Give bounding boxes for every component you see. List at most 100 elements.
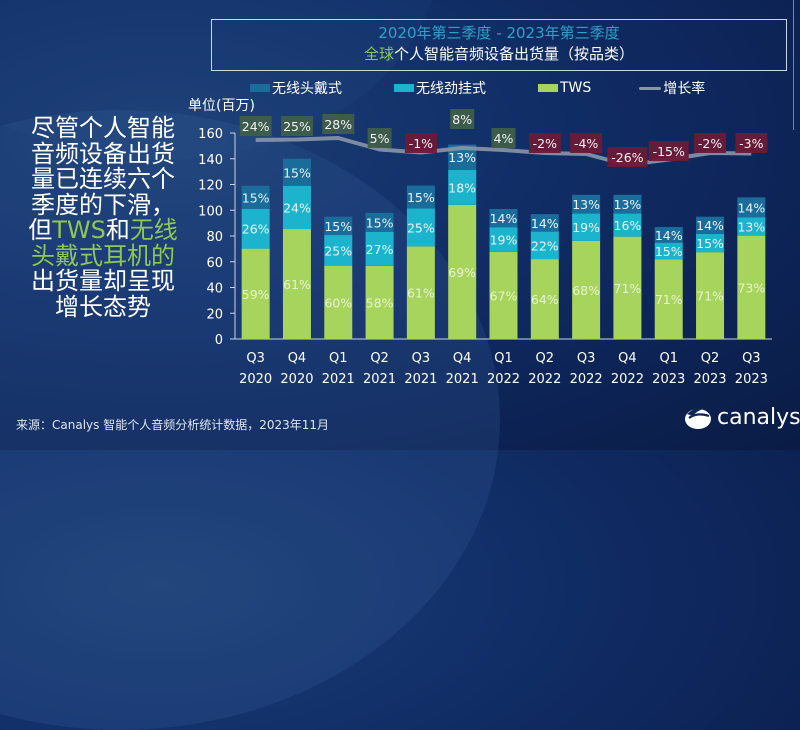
y-tick-label: 20 [206, 307, 223, 322]
legend-item-headphones: 无线头戴式 [250, 78, 342, 98]
y-tick-label: 40 [206, 282, 223, 297]
bar-share-label: 15% [242, 190, 270, 205]
bar-segment-neckband [241, 208, 270, 249]
bar-share-label: 61% [283, 277, 311, 292]
bar-share-label: 13% [737, 219, 765, 234]
bar-share-label: 15% [366, 215, 394, 230]
bar-share-label: 19% [490, 233, 518, 248]
bar-share-label: 69% [448, 265, 476, 280]
callout-line: 音频设备出货 [31, 139, 175, 168]
bar-share-label: 25% [324, 243, 352, 258]
bar-segment-tws [406, 246, 435, 339]
growth-rate-label: 5% [370, 131, 390, 146]
legend-label: 增长率 [663, 81, 706, 97]
growth-rate-badge [280, 116, 313, 136]
bar-segment-headphones [324, 216, 353, 236]
bar-share-label: 60% [324, 295, 352, 310]
growth-rate-badge [528, 133, 561, 153]
y-tick-label: 160 [198, 127, 223, 142]
bar-share-label: 15% [655, 244, 683, 259]
growth-rate-label: 8% [452, 112, 472, 127]
growth-rate-label: 24% [242, 119, 270, 134]
bar-segment-neckband [406, 208, 435, 247]
growth-rate-badge [239, 116, 272, 136]
callout-line-highlight: 头戴式耳机的 [31, 241, 175, 270]
bar-share-label: 58% [366, 295, 394, 310]
bar-segment-headphones [365, 212, 394, 232]
x-tick-label-quarter: Q1 [329, 351, 348, 366]
bar-share-label: 13% [572, 197, 600, 212]
canalys-logo: canalys [683, 404, 800, 430]
bar-segment-neckband [737, 217, 766, 236]
chart-legend: 无线头戴式 无线劲挂式 TWS 增长率 [250, 78, 757, 98]
bar-share-label: 59% [242, 287, 270, 302]
bar-share-label: 13% [614, 197, 642, 212]
growth-rate-label: -2% [698, 136, 722, 151]
bar-segment-tws [324, 265, 353, 339]
canalys-logo-icon [685, 407, 711, 429]
x-tick-label-quarter: Q2 [701, 351, 720, 366]
canalys-logo-text: canalys [717, 404, 800, 430]
x-tick-label-year: 2020 [280, 372, 313, 387]
growth-rate-label: 25% [283, 119, 311, 134]
growth-rate-label: -2% [533, 136, 557, 151]
growth-rate-badge [322, 114, 355, 134]
bar-share-label: 15% [696, 236, 724, 251]
growth-rate-badge [607, 147, 648, 167]
x-tick-label-year: 2021 [404, 372, 437, 387]
bar-share-label: 14% [531, 216, 559, 231]
legend-swatch-neckband [394, 84, 414, 92]
stacked-bar-chart: 0 20 40 60 80 100 120 140 160 59% 26% 15% Q3 2020 61% 2… [198, 109, 772, 387]
callout-line: 尽管个人智能 [31, 114, 175, 142]
callout-text: 和 [105, 216, 130, 244]
bar-share-label: 15% [407, 190, 435, 205]
legend-label: 无线劲挂式 [416, 81, 486, 97]
bar-share-label: 68% [572, 283, 600, 298]
bar-segment-headphones [654, 226, 683, 243]
x-tick-label-quarter: Q3 [742, 351, 761, 366]
x-tick-label-year: 2022 [570, 372, 603, 387]
growth-rate-label: 28% [324, 117, 352, 132]
x-tick-label-year: 2022 [611, 372, 644, 387]
growth-rate-badge [367, 128, 392, 148]
y-tick-label: 120 [198, 179, 223, 194]
x-tick-label-quarter: Q4 [453, 351, 472, 366]
x-tick-label-quarter: Q2 [370, 351, 389, 366]
legend-label: TWS [560, 80, 592, 96]
x-tick-label-quarter: Q1 [659, 351, 678, 366]
x-tick-label-year: 2023 [693, 372, 726, 387]
callout-text: 但 [28, 216, 53, 244]
bar-share-label: 22% [531, 238, 559, 253]
bar-segment-headphones [406, 185, 435, 209]
x-tick-label-year: 2023 [735, 372, 768, 387]
callout-highlight: 无线 [129, 216, 178, 244]
bar-segment-headphones [241, 185, 270, 209]
callout-line: 但TWS和无线 [20, 216, 186, 244]
x-tick-label-year: 2022 [528, 372, 561, 387]
y-tick-label: 140 [198, 153, 223, 168]
x-tick-label-year: 2021 [322, 372, 355, 387]
bar-segment-neckband [654, 242, 683, 260]
y-tick-label: 60 [206, 256, 223, 271]
bar-segment-neckband [530, 231, 559, 260]
bar-segment-headphones [572, 194, 601, 214]
bar-segment-tws [696, 252, 725, 339]
bar-share-label: 25% [407, 220, 435, 235]
bar-segment-neckband [572, 213, 601, 241]
bar-share-label: 16% [614, 218, 642, 233]
bar-segment-tws [613, 236, 642, 339]
bar-share-label: 61% [407, 286, 435, 301]
growth-rate-label: 4% [494, 131, 514, 146]
bar-share-label: 67% [490, 288, 518, 303]
legend-label: 无线头戴式 [272, 81, 342, 97]
growth-rate-label: -3% [739, 136, 763, 151]
y-axis-label: 单位(百万) [188, 98, 255, 114]
legend-swatch-headphones [250, 84, 270, 92]
bar-segment-neckband [696, 233, 725, 253]
bar-share-label: 14% [490, 211, 518, 226]
chart-title-rest: 个人智能音频设备出货量（按品类） [394, 45, 635, 63]
bar-share-label: 15% [324, 219, 352, 234]
bar-segment-tws [654, 259, 683, 339]
x-tick-label-year: 2023 [652, 372, 685, 387]
chart-title: 全球个人智能音频设备出货量（按品类） [212, 43, 786, 65]
